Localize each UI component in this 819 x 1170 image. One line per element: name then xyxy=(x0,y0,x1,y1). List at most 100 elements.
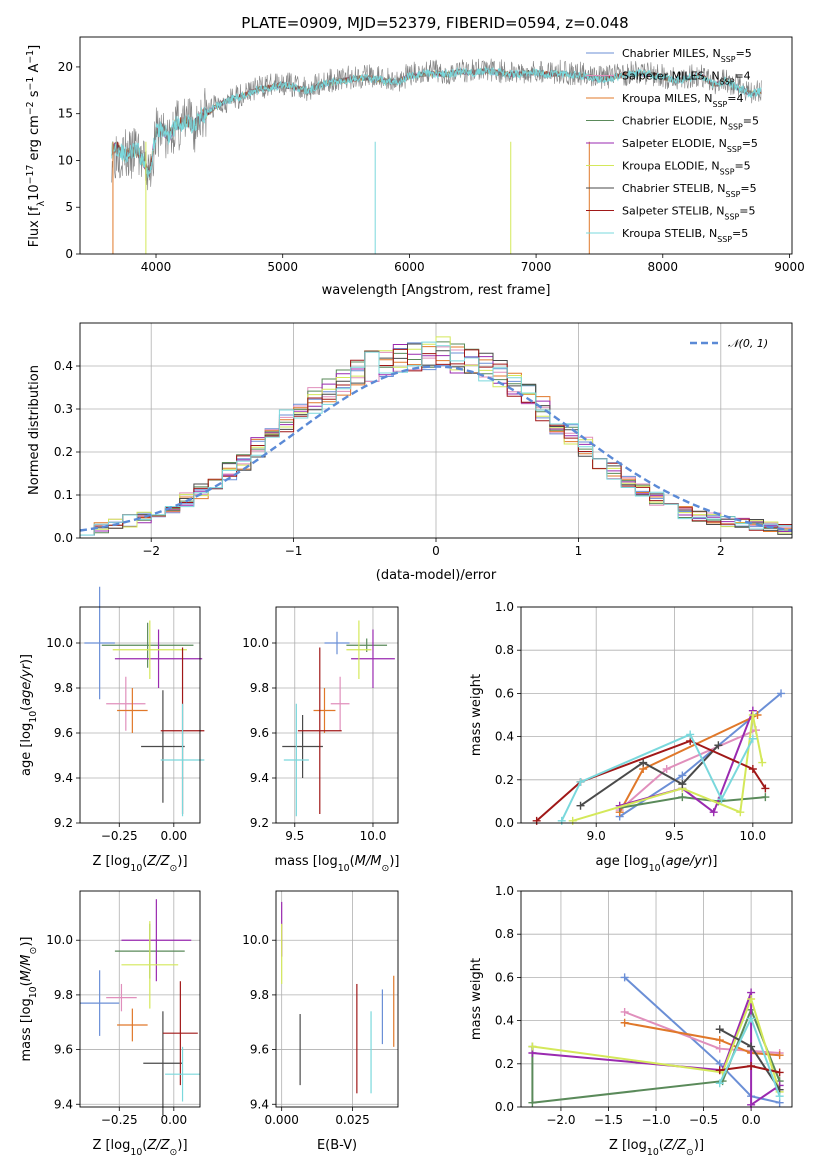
errorbar-salpeter-miles xyxy=(106,676,146,731)
errorbar-chabrier-elodie xyxy=(101,622,194,668)
xtick-label-3: 7000 xyxy=(521,260,552,274)
frame-residuals xyxy=(79,322,793,539)
errorbar-kroupa-elodie xyxy=(112,620,187,679)
x-axis-label-age-vs-mass: mass [log10(M/M⊙)] xyxy=(275,854,400,874)
ytick-label-1: 9.4 xyxy=(250,771,269,785)
xtick-label-2: 0 xyxy=(432,544,440,558)
weight-point-0 xyxy=(528,1042,537,1051)
axes-residuals: −2 −1 0 1 2 0.0 0.1 0.2 0.3 0.4 𝒩(0, 1) (data-model… xyxy=(27,322,793,583)
weight-point-2 xyxy=(747,995,756,1003)
spectrum-data-line xyxy=(111,58,762,191)
weight-line xyxy=(579,744,720,807)
ytick-label-2: 9.8 xyxy=(54,988,73,1002)
x-axis-label-weight-vs-Z: Z [log10(Z/Z⊙)] xyxy=(609,1138,704,1158)
ytick-label-1: 9.6 xyxy=(250,1043,269,1057)
weight-point-3 xyxy=(748,711,757,719)
y-axis-label-weight-vs-Z: mass weight xyxy=(469,958,484,1040)
errorbar-kroupa-stelib xyxy=(165,1046,200,1102)
ytick-label-1: 5 xyxy=(65,200,73,214)
weight-point-0 xyxy=(715,1025,724,1034)
weight-point-1 xyxy=(678,771,687,780)
xtick-label-3: −0.5 xyxy=(689,1113,718,1127)
axes-weight-vs-age: 9.0 9.5 10.0 0.0 0.2 0.4 0.6 0.8 1.0 age [log10(a… xyxy=(469,600,793,874)
hist-kroupa-stelib xyxy=(79,341,792,538)
xtick-label-1: 0.00 xyxy=(160,1113,187,1127)
xtick-label-0: 9.0 xyxy=(587,829,606,843)
weight-series-chabrier-stelib xyxy=(576,741,723,810)
legend-label-1: Salpeter MILES, NSSP=4 xyxy=(622,70,751,87)
plot-area-age-vs-Z xyxy=(84,586,205,817)
xtick-label-1: −1 xyxy=(285,544,303,558)
xtick-label-4: 8000 xyxy=(648,260,679,274)
legend-label-8: Kroupa STELIB, NSSP=5 xyxy=(622,227,748,244)
xtick-label-1: 0.025 xyxy=(335,1113,369,1127)
xtick-label-1: 9.5 xyxy=(665,829,684,843)
ytick-label-0: 0 xyxy=(65,247,73,261)
xtick-label-0: 0.000 xyxy=(264,1113,298,1127)
weight-point-3 xyxy=(775,1051,784,1060)
ytick-label-1: 0.1 xyxy=(54,488,73,502)
axes-mass-vs-EBV: 0.000 0.025 9.4 9.6 9.8 10.0 E(B-V) xyxy=(242,890,399,1153)
errorbar-chabrier-stelib xyxy=(141,690,185,803)
xtick-label-1: −1.5 xyxy=(594,1113,623,1127)
axes-spectrum: 4000 5000 6000 7000 8000 9000 0 5 10 15 20 Chabrier… xyxy=(25,36,805,298)
xtick-label-1: 0.00 xyxy=(160,829,187,843)
errorbar-salpeter-stelib xyxy=(297,647,342,814)
ytick-label-3: 15 xyxy=(58,107,73,121)
weight-point-3 xyxy=(761,793,770,802)
ytick-label-5: 1.0 xyxy=(495,600,514,614)
ytick-label-3: 0.6 xyxy=(495,970,514,984)
plot-area-weight-vs-Z xyxy=(528,973,784,1109)
x-axis-label-weight-vs-age: age [log10(age/yr)] xyxy=(595,854,717,874)
ytick-label-1: 0.2 xyxy=(495,773,514,787)
ytick-label-0: 0.0 xyxy=(495,816,514,830)
ytick-label-4: 0.4 xyxy=(54,359,73,373)
axes-weight-vs-Z: −2.0 −1.5 −1.0 −0.5 0.0 0.0 0.2 0.4 0.6 0.8 1.0 Z [… xyxy=(469,884,793,1158)
plot-area-weight-vs-age xyxy=(532,689,786,825)
ytick-label-2: 10 xyxy=(58,153,73,167)
errorbar-kroupa-miles xyxy=(117,1008,148,1042)
ytick-label-3: 10.0 xyxy=(242,933,269,947)
weight-point-2 xyxy=(678,780,687,789)
weight-line xyxy=(532,995,781,1093)
errorbar-chabrier-stelib xyxy=(143,1011,183,1116)
xtick-label-5: 9000 xyxy=(774,260,805,274)
legend-label-0: Chabrier MILES, NSSP=5 xyxy=(622,47,752,64)
frame-spectrum xyxy=(79,36,793,255)
y-axis-label-weight-vs-age: mass weight xyxy=(469,674,484,756)
weight-point-1 xyxy=(528,1098,537,1107)
weight-point-1 xyxy=(747,1042,756,1051)
xtick-label-0: −0.25 xyxy=(101,829,138,843)
frame-weight-vs-Z xyxy=(520,890,793,1108)
ytick-label-4: 0.8 xyxy=(495,927,514,941)
y-axis-label-age-vs-Z: age [log10(age/yr)] xyxy=(19,654,39,776)
weight-point-2 xyxy=(775,1068,784,1077)
errorbar-kroupa-elodie xyxy=(346,620,372,679)
spectrum-legend: Chabrier MILES, NSSP=5 Salpeter MILES, NS… xyxy=(586,47,759,244)
ytick-label-3: 0.6 xyxy=(495,686,514,700)
frame-age-vs-mass xyxy=(275,606,399,824)
xtick-label-2: 10.0 xyxy=(739,829,766,843)
weight-point-0 xyxy=(715,1066,724,1075)
weight-point-1 xyxy=(747,1061,756,1070)
plot-area-age-vs-mass xyxy=(282,620,395,817)
xtick-label-4: 0.0 xyxy=(742,1113,761,1127)
weight-point-1 xyxy=(662,765,671,773)
errorbar-kroupa-miles xyxy=(313,688,336,733)
figure-title: PLATE=0909, MJD=52379, FIBERID=0594, z=0… xyxy=(241,14,628,32)
ytick-label-0: 9.2 xyxy=(250,816,269,830)
ytick-label-0: 9.2 xyxy=(54,816,73,830)
xtick-label-1: 5000 xyxy=(267,260,298,274)
legend-label-4: Salpeter ELODIE, NSSP=5 xyxy=(622,137,758,154)
weight-point-1 xyxy=(576,777,585,786)
weight-point-3 xyxy=(717,795,726,804)
errorbar-kroupa-miles xyxy=(117,688,148,733)
axes-age-vs-Z: −0.25 0.00 9.2 9.4 9.6 9.8 10.0 Z [log10(Z/Z⊙)]… xyxy=(19,586,205,874)
ytick-label-4: 0.8 xyxy=(495,643,514,657)
ytick-label-2: 9.6 xyxy=(54,726,73,740)
weight-point-2 xyxy=(709,808,718,817)
weight-series-kroupa-stelib xyxy=(715,1014,784,1101)
weight-series-kroupa-stelib xyxy=(557,730,757,825)
weight-point-1 xyxy=(747,1014,756,1023)
